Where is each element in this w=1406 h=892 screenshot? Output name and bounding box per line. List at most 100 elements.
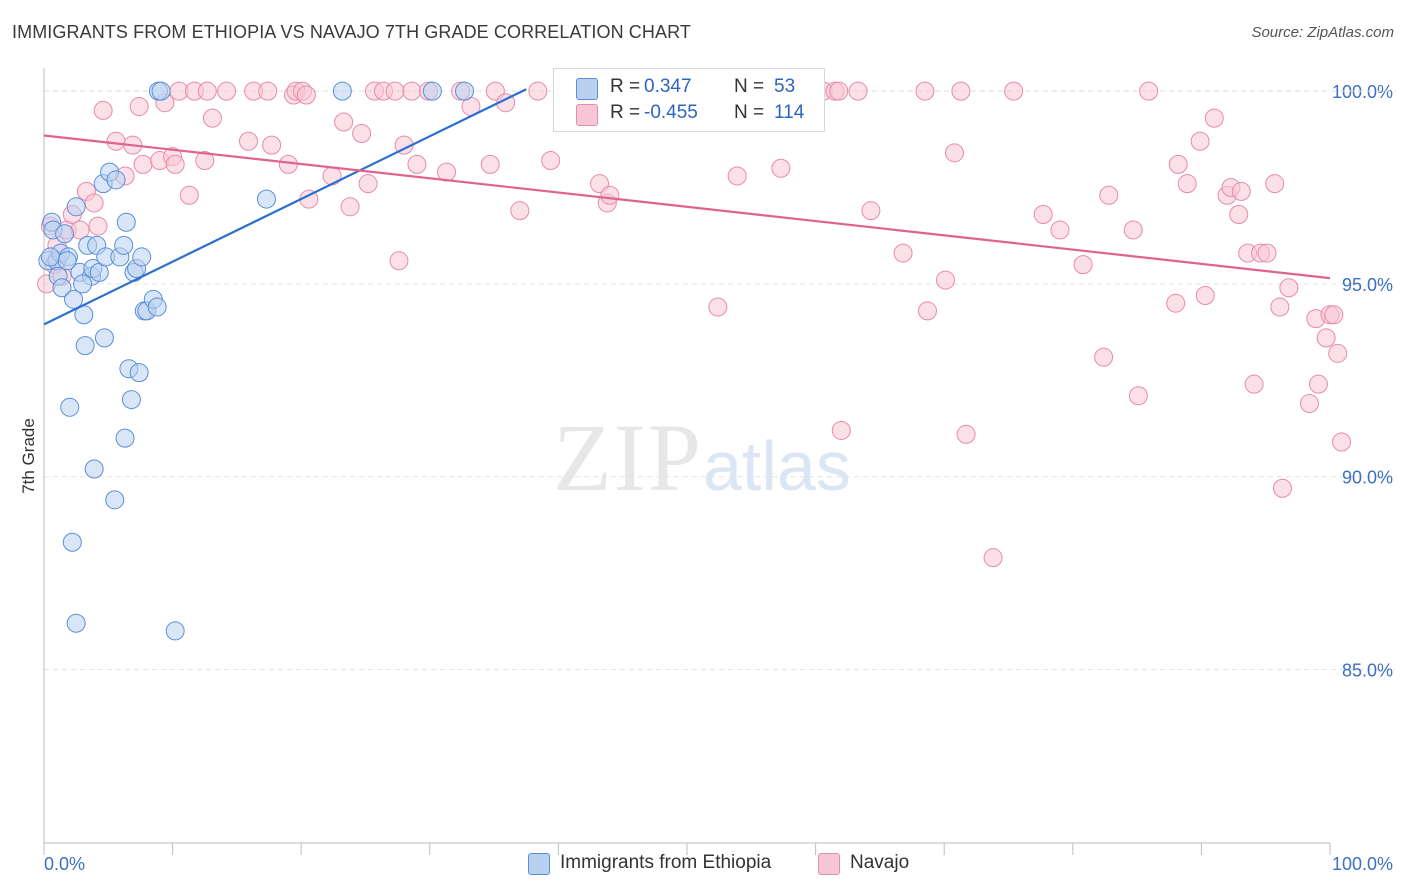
point-navajo [915, 81, 935, 101]
bottom-legend-label-ethiopia: Immigrants from Ethiopia [560, 852, 772, 873]
point-navajo [179, 185, 199, 205]
point-ethiopia [114, 235, 134, 255]
legend-n-value-navajo: 114 [774, 102, 805, 123]
point-ethiopia [132, 247, 152, 267]
point-navajo [238, 131, 258, 151]
point-navajo [1257, 243, 1277, 263]
point-navajo [935, 270, 955, 290]
point-navajo [1190, 131, 1210, 151]
point-navajo [848, 81, 868, 101]
point-navajo [278, 154, 298, 174]
point-navajo [1168, 154, 1188, 174]
point-navajo [296, 85, 316, 105]
trendline-navajo [43, 134, 1331, 280]
point-navajo [1123, 220, 1143, 240]
bottom-legend-swatch-ethiopia [528, 853, 550, 875]
legend-swatch-ethiopia [576, 78, 598, 100]
legend-n-label: N = [734, 76, 765, 97]
point-ethiopia [256, 189, 276, 209]
point-ethiopia [62, 532, 82, 552]
point-navajo [1204, 108, 1224, 128]
legend-n-label: N = [734, 102, 765, 123]
bottom-legend-swatch-navajo [818, 853, 840, 875]
point-navajo [829, 81, 849, 101]
point-navajo [1166, 293, 1186, 313]
legend-r-label: R = [610, 76, 641, 97]
point-navajo [480, 154, 500, 174]
point-ethiopia [455, 81, 475, 101]
point-navajo [1139, 81, 1159, 101]
point-navajo [385, 81, 405, 101]
point-navajo [1231, 181, 1251, 201]
y-tick-label: 100.0% [1332, 82, 1393, 102]
point-navajo [893, 243, 913, 263]
point-ethiopia [73, 274, 93, 294]
point-navajo [258, 81, 278, 101]
point-navajo [727, 166, 747, 186]
point-ethiopia [40, 247, 60, 267]
point-navajo [129, 97, 149, 117]
point-navajo [944, 143, 964, 163]
point-navajo [1244, 374, 1264, 394]
point-navajo [407, 154, 427, 174]
point-navajo [402, 81, 422, 101]
point-navajo [195, 151, 215, 171]
point-ethiopia [57, 251, 77, 271]
y-tick-label: 95.0% [1342, 275, 1393, 295]
point-ethiopia [52, 278, 72, 298]
point-ethiopia [129, 363, 149, 383]
stats-legend: R = 0.347 N = 53 R = -0.455 N = 114 [553, 68, 825, 132]
point-ethiopia [121, 390, 141, 410]
point-navajo [1308, 374, 1328, 394]
point-ethiopia [165, 621, 185, 641]
point-navajo [1050, 220, 1070, 240]
point-navajo [956, 424, 976, 444]
point-navajo [917, 301, 937, 321]
point-navajo [831, 420, 851, 440]
watermark: ZIPatlas [553, 402, 851, 513]
point-navajo [1270, 297, 1290, 317]
point-navajo [1099, 185, 1119, 205]
point-navajo [334, 112, 354, 132]
point-navajo [1177, 174, 1197, 194]
point-navajo [106, 131, 126, 151]
point-ethiopia [66, 197, 86, 217]
point-ethiopia [422, 81, 442, 101]
point-navajo [93, 100, 113, 120]
point-navajo [202, 108, 222, 128]
point-navajo [352, 124, 372, 144]
point-navajo [133, 154, 153, 174]
point-navajo [951, 81, 971, 101]
point-navajo [708, 297, 728, 317]
point-navajo [1265, 174, 1285, 194]
point-ethiopia [60, 397, 80, 417]
point-ethiopia [116, 212, 136, 232]
point-navajo [1004, 81, 1024, 101]
point-navajo [1229, 205, 1249, 225]
point-navajo [1332, 432, 1352, 452]
point-navajo [1299, 393, 1319, 413]
point-ethiopia [151, 81, 171, 101]
watermark-atlas: atlas [703, 427, 851, 505]
point-navajo [1272, 478, 1292, 498]
point-navajo [197, 81, 217, 101]
point-ethiopia [147, 297, 167, 317]
point-ethiopia [64, 289, 84, 309]
source-label: Source: ZipAtlas.com [1251, 24, 1394, 41]
point-ethiopia [106, 170, 126, 190]
bottom-legend-label-navajo: Navajo [850, 852, 910, 873]
point-ethiopia [105, 490, 125, 510]
point-navajo [1073, 255, 1093, 275]
point-navajo [1279, 278, 1299, 298]
legend-swatch-navajo [576, 104, 598, 126]
point-navajo [1128, 386, 1148, 406]
point-navajo [340, 197, 360, 217]
point-navajo [88, 216, 108, 236]
x-tick-label-min: 0.0% [44, 854, 85, 874]
point-navajo [262, 135, 282, 155]
point-navajo [983, 548, 1003, 568]
x-tick-label-max: 100.0% [1332, 854, 1393, 874]
point-ethiopia [66, 613, 86, 633]
point-navajo [861, 201, 881, 221]
